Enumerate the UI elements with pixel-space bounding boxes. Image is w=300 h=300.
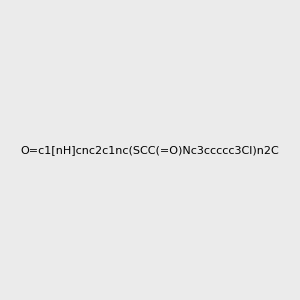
Text: O=c1[nH]cnc2c1nc(SCC(=O)Nc3ccccc3Cl)n2C: O=c1[nH]cnc2c1nc(SCC(=O)Nc3ccccc3Cl)n2C	[21, 145, 279, 155]
